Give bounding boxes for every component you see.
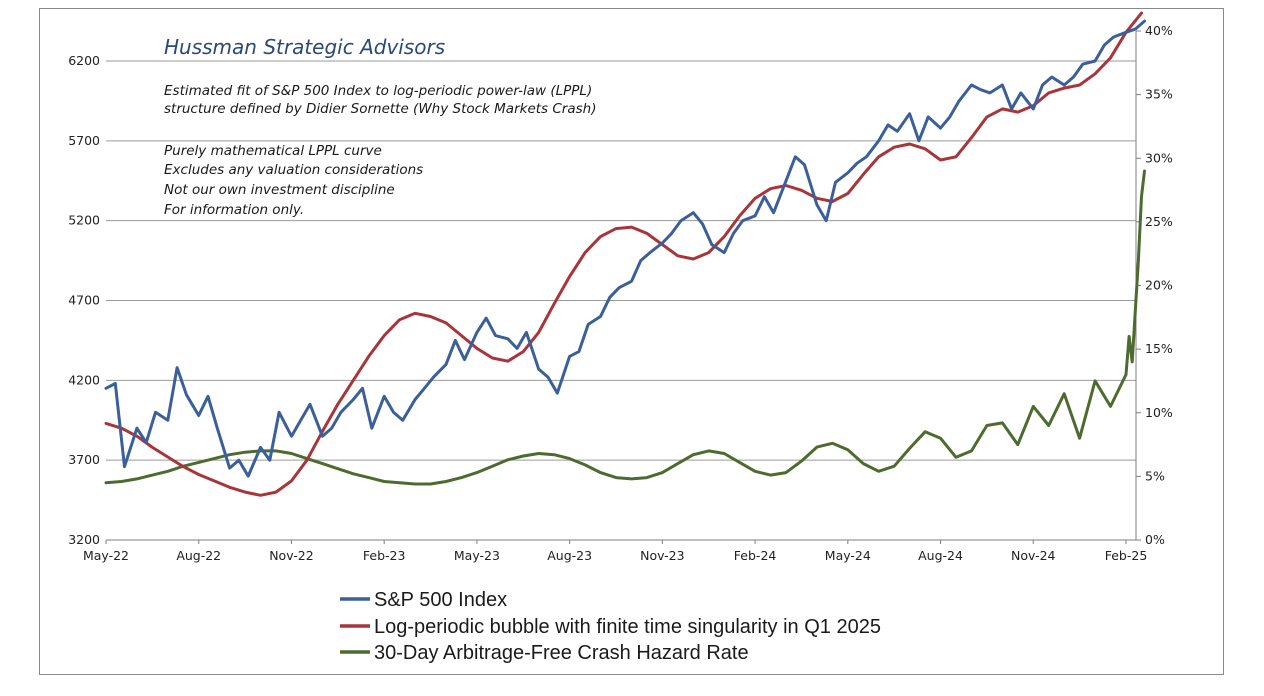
x-tick-label: Nov-22: [269, 548, 313, 563]
x-tick-label: May-23: [454, 548, 500, 563]
note-line-1: Purely mathematical LPPL curve: [164, 143, 382, 159]
left-tick-label: 6200: [68, 53, 100, 68]
subtitle-line-1: Estimated fit of S&P 500 Index to log-pe…: [164, 83, 592, 99]
left-tick-label: 4200: [68, 372, 100, 387]
chart-frame: 3200 3700 4200 4700 5200 5700 6200 0% 5% 10% 15% 2…: [39, 8, 1224, 675]
note-line-2: Excludes any valuation considerations: [164, 162, 423, 178]
x-tick-label: Feb-23: [363, 548, 406, 563]
x-tick-label: Feb-25: [1105, 548, 1148, 563]
x-tick-label: Nov-23: [640, 548, 684, 563]
x-axis: May-22 Aug-22 Nov-22 Feb-23 May-23 Aug-23 Nov-…: [83, 540, 1147, 563]
x-tick-label: Aug-23: [547, 548, 592, 563]
note-line-4: For information only.: [164, 202, 304, 218]
x-tick-label: Aug-24: [918, 548, 963, 563]
legend: S&P 500 Index Log-periodic bubble with f…: [340, 589, 881, 664]
left-tick-label: 5700: [68, 133, 100, 148]
subtitle-line-2: structure defined by Didier Sornette (Wh…: [164, 101, 596, 117]
x-tick-label: Nov-24: [1011, 548, 1056, 563]
grid-lines: [106, 60, 1136, 461]
right-tick-label: 0%: [1145, 532, 1165, 547]
right-tick-label: 5%: [1145, 468, 1165, 483]
right-tick-label: 40%: [1145, 23, 1173, 38]
left-tick-label: 3200: [68, 532, 100, 547]
right-axis: 0% 5% 10% 15% 20% 25% 30% 35% 40%: [1136, 23, 1173, 547]
chart-title: Hussman Strategic Advisors: [164, 35, 445, 59]
x-tick-label: Aug-22: [176, 548, 221, 563]
legend-label-sp500: S&P 500 Index: [374, 589, 507, 611]
left-tick-label: 3700: [68, 452, 100, 467]
x-tick-label: May-22: [83, 548, 129, 563]
left-axis: 3200 3700 4200 4700 5200 5700 6200: [68, 53, 100, 547]
left-tick-label: 4700: [68, 293, 100, 308]
legend-label-lppl: Log-periodic bubble with finite time sin…: [374, 616, 881, 638]
x-tick-label: May-24: [825, 548, 871, 563]
series-lines: [104, 11, 1146, 497]
note-line-3: Not our own investment discipline: [164, 182, 395, 198]
right-tick-label: 20%: [1145, 278, 1173, 293]
left-tick-label: 5200: [68, 213, 100, 228]
legend-label-hazard: 30-Day Arbitrage-Free Crash Hazard Rate: [374, 642, 749, 664]
chart-svg: 3200 3700 4200 4700 5200 5700 6200 0% 5% 10% 15% 2…: [68, 11, 1173, 664]
x-tick-label: Feb-24: [734, 548, 777, 563]
series-line-1: [104, 11, 1143, 497]
right-tick-label: 25%: [1145, 214, 1173, 229]
right-tick-label: 10%: [1145, 405, 1173, 420]
series-line-2: [104, 169, 1146, 486]
right-tick-label: 30%: [1145, 150, 1173, 165]
series-line-0: [104, 19, 1146, 478]
right-tick-label: 15%: [1145, 341, 1173, 356]
right-tick-label: 35%: [1145, 87, 1173, 102]
